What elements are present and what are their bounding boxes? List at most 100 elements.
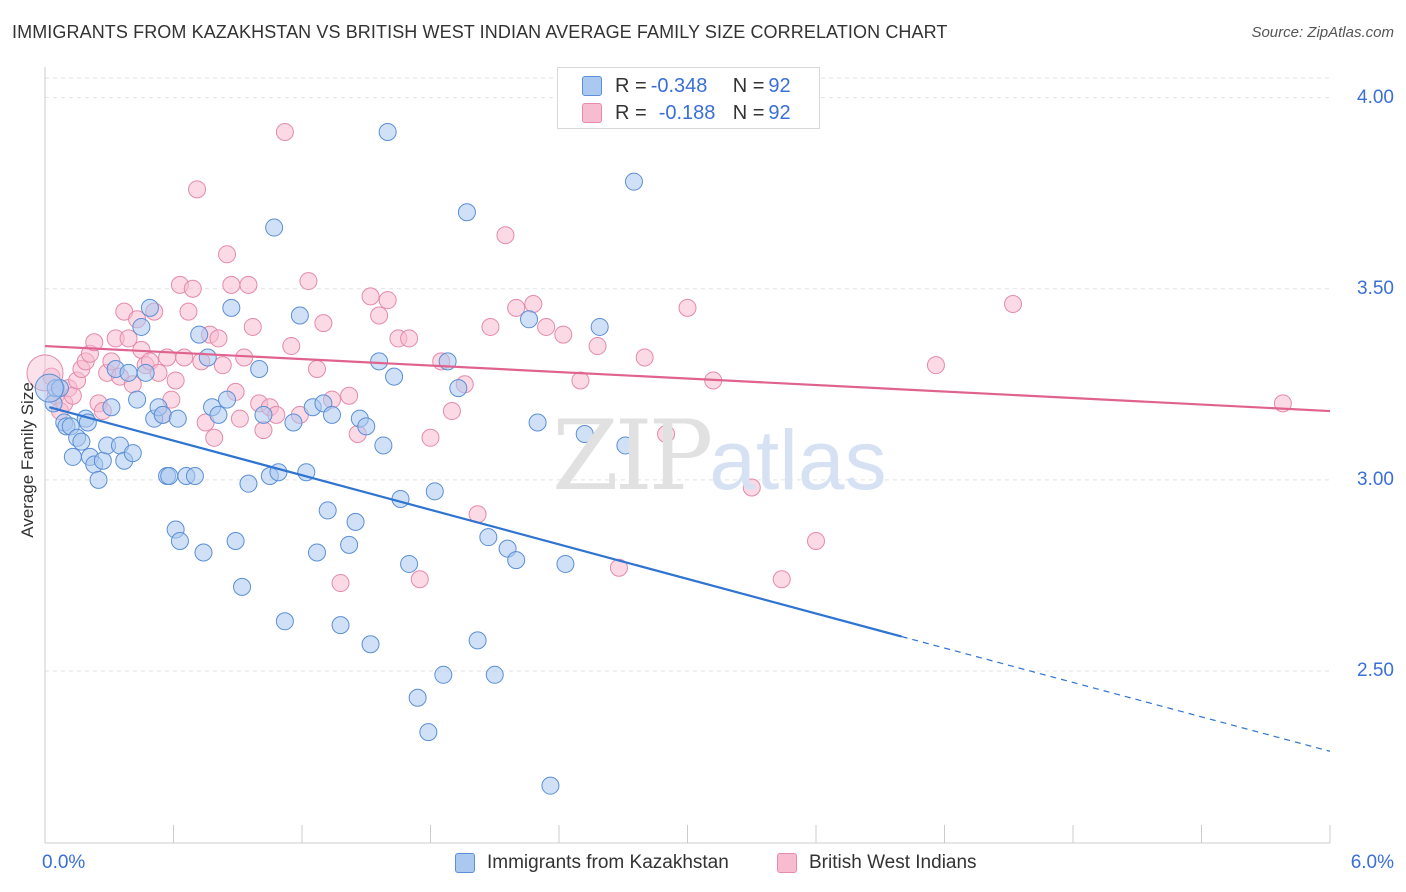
- data-point-british-west-indians: [239, 275, 258, 294]
- data-point-kazakhstan: [357, 417, 376, 436]
- data-point-kazakhstan: [322, 405, 341, 424]
- data-point-kazakhstan: [318, 501, 337, 520]
- data-point-kazakhstan: [250, 359, 269, 378]
- data-point-british-west-indians: [657, 424, 676, 443]
- data-point-kazakhstan: [209, 405, 228, 424]
- legend-r-label: R =: [615, 101, 647, 124]
- data-point-kazakhstan: [89, 470, 108, 489]
- data-point-british-west-indians: [243, 317, 262, 336]
- kazakhstan-points: [34, 122, 643, 795]
- data-point-kazakhstan: [528, 413, 547, 432]
- legend-r-label: R =: [615, 74, 647, 97]
- data-point-kazakhstan: [226, 532, 245, 551]
- data-point-kazakhstan: [218, 390, 237, 409]
- data-point-british-west-indians: [307, 359, 326, 378]
- chart-title: IMMIGRANTS FROM KAZAKHSTAN VS BRITISH WE…: [12, 22, 948, 42]
- data-point-british-west-indians: [742, 478, 761, 497]
- data-point-british-west-indians: [421, 428, 440, 447]
- y-tick-label: 3.50: [1357, 277, 1394, 299]
- data-point-british-west-indians: [230, 409, 249, 428]
- data-point-kazakhstan: [385, 367, 404, 386]
- data-point-british-west-indians: [275, 122, 294, 141]
- data-point-kazakhstan: [275, 612, 294, 631]
- series-legend: Immigrants from Kazakhstan British West …: [0, 852, 1406, 878]
- data-point-kazakhstan: [457, 203, 476, 222]
- data-point-british-west-indians: [678, 298, 697, 317]
- legend-item-kazakhstan: Immigrants from Kazakhstan: [455, 852, 729, 874]
- data-point-kazakhstan: [128, 390, 147, 409]
- legend-r-value: -0.188: [658, 101, 716, 124]
- data-point-kazakhstan: [400, 554, 419, 573]
- trend-lines: [44, 344, 1331, 752]
- data-point-kazakhstan: [616, 436, 635, 455]
- data-point-kazakhstan: [170, 532, 189, 551]
- y-axis-label: Average Family Size: [18, 382, 37, 538]
- data-point-british-west-indians: [299, 272, 318, 291]
- data-point-british-west-indians: [209, 329, 228, 348]
- data-point-kazakhstan: [63, 447, 82, 466]
- y-tick-label: 2.50: [1357, 659, 1394, 681]
- legend-row-kazakhstan: R = -0.348 N = 92: [582, 73, 791, 99]
- data-point-british-west-indians: [1004, 295, 1023, 314]
- y-axis-label-wrap: Average Family Size: [0, 270, 56, 650]
- data-point-kazakhstan: [72, 432, 91, 451]
- data-point-british-west-indians: [635, 348, 654, 367]
- data-point-british-west-indians: [361, 287, 380, 306]
- data-point-kazakhstan: [307, 543, 326, 562]
- data-point-british-west-indians: [213, 356, 232, 375]
- data-point-british-west-indians: [175, 348, 194, 367]
- data-point-kazakhstan: [222, 298, 241, 317]
- data-point-kazakhstan: [132, 317, 151, 336]
- axes: [44, 67, 1331, 844]
- data-point-kazakhstan-cluster: [34, 373, 64, 403]
- x-tick-label-min: 0.0%: [42, 852, 86, 873]
- data-point-kazakhstan: [160, 467, 179, 486]
- data-point-kazakhstan: [102, 398, 121, 417]
- data-point-british-west-indians: [400, 329, 419, 348]
- data-point-british-west-indians: [481, 317, 500, 336]
- data-point-kazakhstan: [575, 424, 594, 443]
- data-point-british-west-indians: [85, 333, 104, 352]
- data-point-british-west-indians: [772, 570, 791, 589]
- data-point-kazakhstan: [198, 348, 217, 367]
- watermark-atlas: atlas: [709, 413, 887, 507]
- watermark: ZIPatlas: [552, 400, 887, 512]
- source-credit: Source: ZipAtlas.com: [1251, 24, 1394, 41]
- data-point-british-west-indians: [378, 291, 397, 310]
- data-point-kazakhstan: [123, 444, 142, 463]
- y-tick-label: 3.00: [1357, 468, 1394, 490]
- data-point-british-west-indians: [370, 306, 389, 325]
- data-point-kazakhstan: [93, 451, 112, 470]
- data-point-british-west-indians: [537, 317, 556, 336]
- data-point-british-west-indians: [179, 302, 198, 321]
- data-point-kazakhstan: [340, 535, 359, 554]
- legend-r-value: -0.348: [650, 74, 708, 97]
- data-point-british-west-indians: [222, 275, 241, 294]
- data-point-kazakhstan: [391, 489, 410, 508]
- data-point-british-west-indians: [410, 570, 429, 589]
- data-point-kazakhstan: [624, 172, 643, 191]
- data-point-british-west-indians: [331, 574, 350, 593]
- data-point-kazakhstan: [346, 512, 365, 531]
- data-point-british-west-indians: [609, 558, 628, 577]
- data-point-kazakhstan: [265, 218, 284, 237]
- y-tick-label: 4.00: [1357, 86, 1394, 108]
- data-point-kazakhstan: [378, 122, 397, 141]
- data-point-kazakhstan: [331, 616, 350, 635]
- data-point-kazakhstan: [468, 631, 487, 650]
- data-point-british-west-indians: [119, 329, 138, 348]
- legend-n-label: N =: [732, 74, 765, 97]
- legend-swatch-blue: [455, 853, 475, 873]
- trend-line-kazakhstan: [48, 406, 902, 638]
- data-point-kazakhstan: [507, 551, 526, 570]
- data-point-kazakhstan: [419, 723, 438, 742]
- watermark-zip: ZIP: [552, 400, 713, 512]
- legend-n-label: N =: [732, 101, 765, 124]
- data-point-kazakhstan: [485, 665, 504, 684]
- data-point-british-west-indians: [442, 402, 461, 421]
- trend-line-kazakhstan-extension: [901, 635, 1331, 752]
- data-point-british-west-indians: [188, 180, 207, 199]
- data-point-kazakhstan: [449, 379, 468, 398]
- data-point-kazakhstan: [520, 310, 539, 329]
